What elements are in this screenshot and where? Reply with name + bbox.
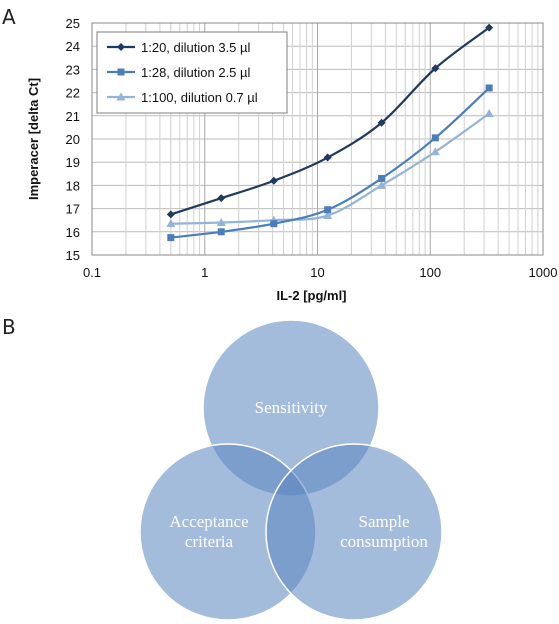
venn-label: Sensitivity [255,398,328,417]
y-tick-label: 16 [66,225,80,240]
data-point [270,220,278,228]
panel-a-label: A [2,5,16,29]
data-point [377,180,387,189]
data-point [484,108,494,117]
y-tick-label: 22 [66,86,80,101]
data-point [217,194,226,203]
x-axis-title: IL-2 [pg/ml] [276,288,346,303]
y-tick-label: 24 [66,39,80,54]
legend-marker [117,68,125,76]
data-point [166,210,175,219]
data-point [167,234,175,242]
venn-label: consumption [340,532,428,551]
y-tick-label: 20 [66,132,80,147]
x-tick-label: 1000 [529,265,558,280]
y-tick-label: 25 [66,16,80,31]
data-point [323,211,333,220]
data-point [378,174,386,182]
data-point [324,206,332,214]
venn-circle [265,443,443,621]
panel-b-label: B [2,315,16,339]
y-tick-label: 18 [66,178,80,193]
y-tick-label: 21 [66,109,80,124]
legend-entry: 1:100, dilution 0.7 µl [141,90,258,105]
chart-series [166,23,494,242]
data-point [430,147,440,156]
y-tick-label: 15 [66,248,80,263]
data-point [485,23,494,32]
data-point [485,84,493,92]
y-axis-title: Imperacer [delta Ct] [26,78,41,200]
venn-label: Acceptance [169,512,248,531]
data-point [431,64,440,73]
venn-label: Sample [359,512,410,531]
y-tick-labels: 15 16 17 18 19 20 21 22 23 24 25 [66,16,80,263]
data-point [269,176,278,185]
data-point [166,219,176,228]
data-point [216,218,226,227]
data-point [323,153,332,162]
legend-marker [116,92,126,101]
legend-entry: 1:28, dilution 2.5 µl [141,65,251,80]
x-tick-label: 100 [419,265,441,280]
y-tick-label: 23 [66,62,80,77]
series-square [167,84,493,242]
series-diamond [166,23,494,219]
data-point [217,228,225,236]
x-tick-label: 1 [201,265,208,280]
chart-legend: 1:20, dilution 3.5 µl 1:28, dilution 2.5 … [96,31,288,114]
data-point [431,134,439,142]
x-tick-labels: 0.1 1 10 100 1000 [83,265,558,280]
data-point [377,118,386,127]
venn-label: criteria [185,532,234,551]
legend-entry: 1:20, dilution 3.5 µl [141,40,251,55]
y-tick-label: 17 [66,202,80,217]
legend-marker [117,43,125,51]
line-chart: 15 16 17 18 19 20 21 22 23 24 25 0.1 1 10 100 1000 Imp… [26,16,557,303]
x-tick-label: 0.1 [83,265,101,280]
plot-border [91,22,544,256]
x-tick-label: 10 [310,265,324,280]
y-tick-label: 19 [66,155,80,170]
